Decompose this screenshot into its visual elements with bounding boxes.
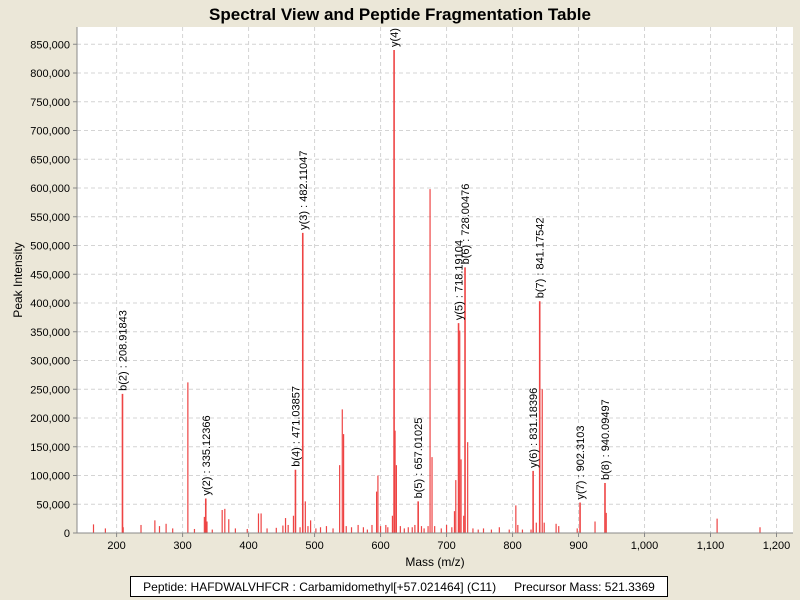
spectrum-chart: Spectral View and Peptide Fragmentation … xyxy=(11,5,793,569)
chart-title: Spectral View and Peptide Fragmentation … xyxy=(209,5,591,24)
y-tick-label: 400,000 xyxy=(30,298,70,310)
y-tick-label: 800,000 xyxy=(30,68,70,80)
peak-label: y(6) : 831.18396 xyxy=(528,388,540,468)
y-tick-label: 600,000 xyxy=(30,183,70,195)
y-tick-label: 0 xyxy=(64,528,70,540)
y-tick-label: 550,000 xyxy=(30,212,70,224)
peak-label: y(2) : 335.12366 xyxy=(201,415,213,495)
peak-label: b(6) : 728.00476 xyxy=(460,184,472,265)
y-tick-label: 250,000 xyxy=(30,384,70,396)
peak-label: b(5) : 657.01025 xyxy=(413,418,425,499)
y-tick-label: 850,000 xyxy=(30,39,70,51)
peak-label: y(7) : 902.3103 xyxy=(575,426,587,500)
peak-label: b(8) : 940.09497 xyxy=(600,399,612,480)
x-tick-label: 1,100 xyxy=(697,540,725,552)
peptide-info-box: Peptide: HAFDWALVHFCR : Carbamidomethyl[… xyxy=(130,576,668,597)
peak-label: y(5) : 718.19104 xyxy=(454,240,466,320)
x-axis-label: Mass (m/z) xyxy=(405,555,464,569)
x-tick-label: 300 xyxy=(173,540,191,552)
peaks-layer xyxy=(92,50,761,533)
y-tick-label: 500,000 xyxy=(30,241,70,253)
peak-label: b(2) : 208.91843 xyxy=(117,310,129,391)
x-tick-label: 500 xyxy=(305,540,323,552)
precursor-mass-text: Precursor Mass: 521.3369 xyxy=(514,579,655,594)
x-tick-label: 1,000 xyxy=(631,540,659,552)
y-tick-label: 350,000 xyxy=(30,327,70,339)
y-tick-label: 700,000 xyxy=(30,126,70,138)
y-tick-label: 450,000 xyxy=(30,269,70,281)
peak-label: y(4) xyxy=(389,28,401,47)
x-tick-label: 900 xyxy=(569,540,587,552)
y-tick-label: 50,000 xyxy=(36,499,70,511)
y-tick-label: 750,000 xyxy=(30,97,70,109)
x-tick-label: 200 xyxy=(107,540,125,552)
peak-label: b(4) : 471.03857 xyxy=(290,386,302,467)
y-tick-label: 200,000 xyxy=(30,413,70,425)
peak-label: y(3) : 482.11047 xyxy=(298,151,310,230)
y-tick-label: 150,000 xyxy=(30,442,70,454)
x-tick-label: 800 xyxy=(503,540,521,552)
x-tick-label: 400 xyxy=(239,540,257,552)
y-tick-label: 650,000 xyxy=(30,154,70,166)
peak-label: b(7) : 841.17542 xyxy=(535,218,547,299)
annotations-layer: b(2) : 208.91843 y(2) : 335.12366 b(4) : 4… xyxy=(117,28,612,499)
y-tick-label: 100,000 xyxy=(30,471,70,483)
plot-area xyxy=(77,27,793,533)
grid-lines xyxy=(77,27,793,533)
y-tick-label: 300,000 xyxy=(30,356,70,368)
x-axis-ticks: 200 300 400 500 600 700 800 900 1,000 1,100 1,200 xyxy=(107,533,790,552)
x-tick-label: 700 xyxy=(437,540,455,552)
y-axis-label: Peak Intensity xyxy=(11,242,25,317)
x-tick-label: 1,200 xyxy=(763,540,791,552)
x-tick-label: 600 xyxy=(371,540,389,552)
y-axis-ticks: 0 50,000 100,000 150,000 200,000 250,000 300,0… xyxy=(30,39,77,540)
peptide-text: Peptide: HAFDWALVHFCR : Carbamidomethyl[… xyxy=(143,579,497,594)
